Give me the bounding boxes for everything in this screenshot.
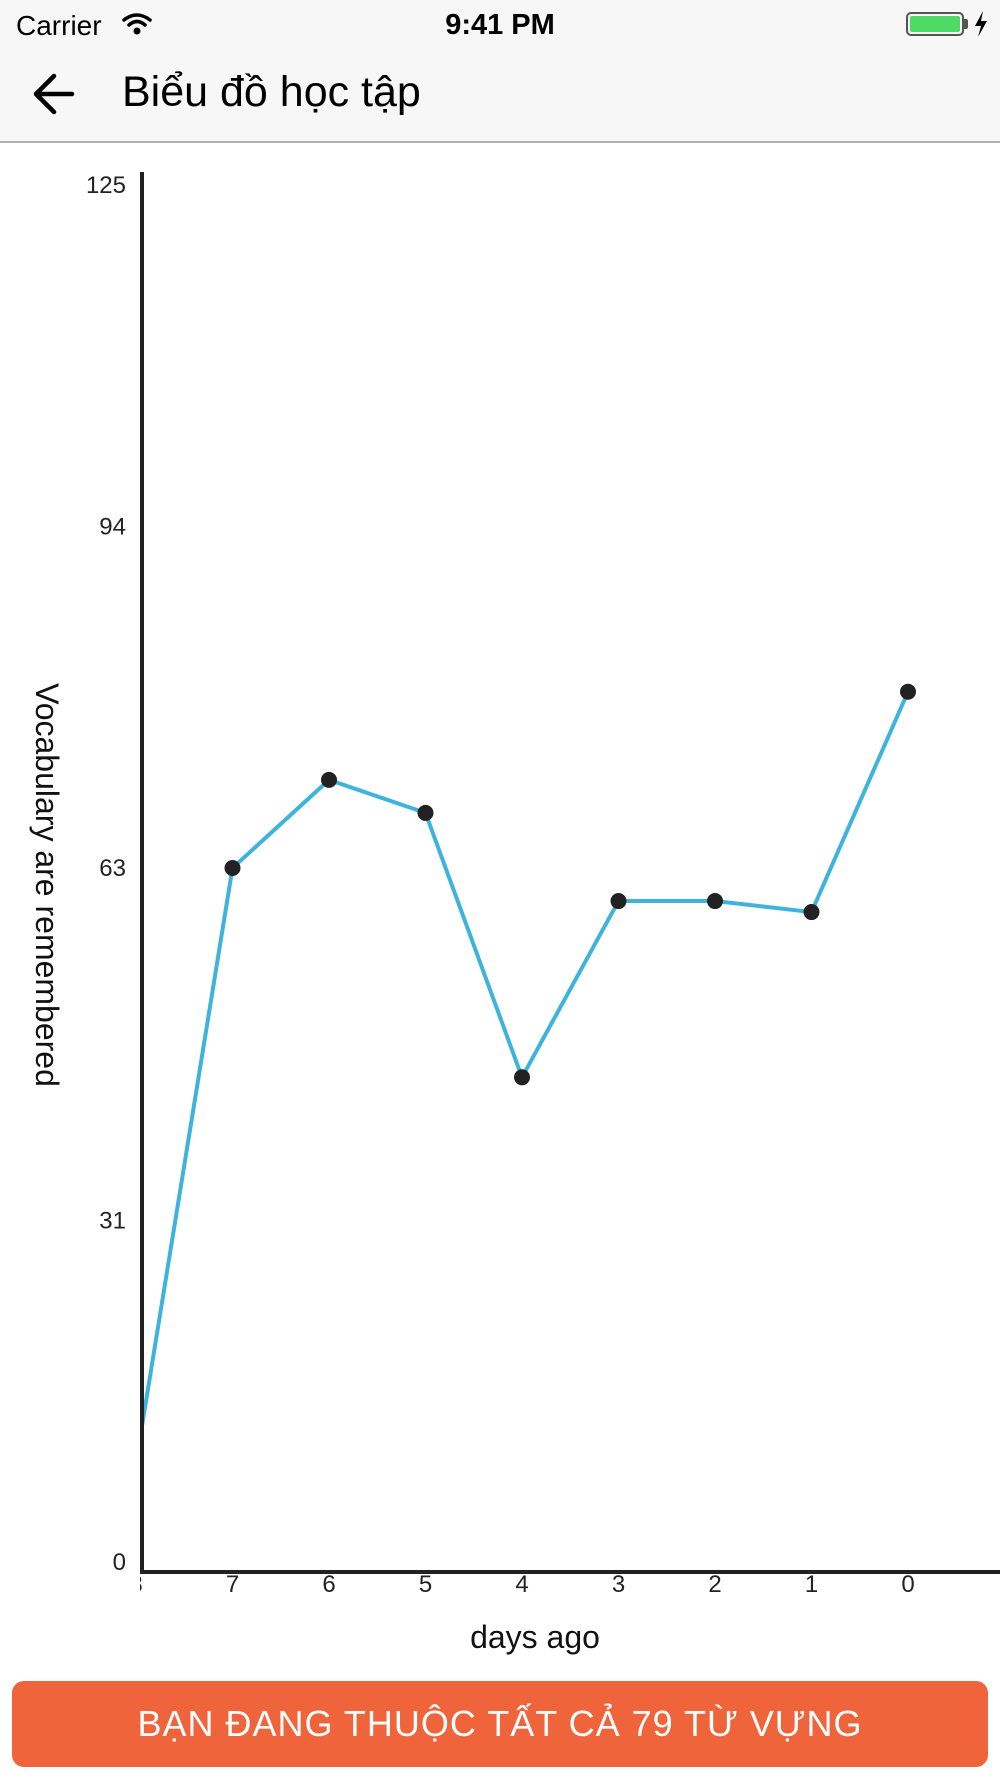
x-tick-label: 6 bbox=[322, 1571, 335, 1598]
navigation-bar: Carrier 9:41 PM Biểu đồ học tập bbox=[0, 0, 1000, 143]
x-tick-label: 0 bbox=[901, 1571, 914, 1598]
x-tick-label: 8 bbox=[129, 1571, 142, 1598]
x-tick-label: 7 bbox=[226, 1571, 239, 1598]
data-point bbox=[417, 804, 434, 821]
x-tick-label: 3 bbox=[612, 1571, 625, 1598]
data-point bbox=[900, 683, 916, 700]
y-tick-label: 63 bbox=[99, 855, 126, 882]
carrier-label: Carrier bbox=[16, 10, 102, 41]
y-axis-ticks: 0 31 63 94 125 bbox=[86, 172, 126, 1576]
data-point bbox=[803, 904, 820, 921]
y-axis-label: Vocabulary are remembered bbox=[29, 683, 65, 1087]
status-bar: Carrier 9:41 PM bbox=[0, 0, 1000, 50]
header: Biểu đồ học tập bbox=[0, 52, 1000, 140]
y-tick-label: 125 bbox=[86, 172, 126, 199]
wifi-icon bbox=[122, 12, 152, 41]
data-points bbox=[224, 683, 916, 1086]
x-tick-label: 2 bbox=[708, 1571, 721, 1598]
learning-chart: 0 31 63 94 125 8 7 6 5 4 3 2 1 0 Vocabulary are reme… bbox=[29, 172, 1000, 1655]
x-axis-ticks: 8 7 6 5 4 3 2 1 0 bbox=[129, 1571, 915, 1598]
y-tick-label: 94 bbox=[99, 513, 126, 540]
battery-level bbox=[910, 16, 960, 32]
data-point bbox=[321, 771, 337, 788]
back-arrow-icon[interactable] bbox=[30, 64, 90, 124]
x-axis-label: days ago bbox=[470, 1619, 600, 1655]
data-point bbox=[514, 1069, 530, 1086]
vocabulary-summary-button[interactable]: BẠN ĐANG THUỘC TẤT CẢ 79 TỪ VỰNG bbox=[12, 1681, 988, 1767]
battery-tip bbox=[964, 19, 968, 29]
y-tick-label: 0 bbox=[113, 1549, 126, 1576]
y-tick-label: 31 bbox=[99, 1208, 126, 1235]
x-tick-label: 5 bbox=[419, 1571, 432, 1598]
bolt-icon bbox=[973, 10, 989, 43]
x-tick-label: 1 bbox=[805, 1571, 818, 1598]
x-tick-label: 4 bbox=[515, 1571, 528, 1598]
data-point bbox=[224, 859, 241, 876]
page-title: Biểu đồ học tập bbox=[122, 68, 421, 116]
data-point bbox=[610, 893, 627, 910]
battery-icon bbox=[906, 12, 964, 36]
clock: 9:41 PM bbox=[445, 9, 555, 41]
data-point bbox=[707, 893, 723, 910]
